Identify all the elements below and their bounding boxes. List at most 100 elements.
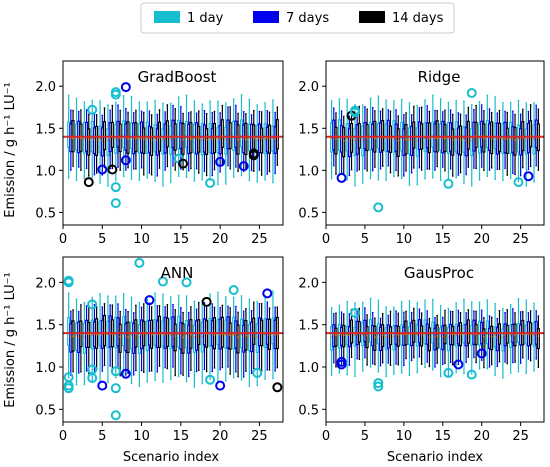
box: [427, 122, 431, 154]
box-1-day-25: [516, 99, 520, 183]
outlier-point: [272, 382, 283, 393]
box-7-days-23: [242, 111, 246, 173]
box-14-days-3: [87, 113, 91, 177]
box-14-days-11: [412, 307, 416, 359]
box: [412, 121, 416, 149]
box: [275, 119, 279, 150]
box: [529, 120, 533, 148]
box: [388, 326, 393, 346]
box: [220, 119, 224, 148]
box-14-days-18: [466, 106, 470, 168]
outlier-point: [443, 367, 454, 378]
box: [150, 127, 154, 157]
plot-frame: [62, 256, 284, 423]
y-tick-label: 2.0: [35, 80, 56, 95]
y-tick-label: 2.0: [298, 276, 319, 291]
box: [396, 128, 400, 157]
panel-title: ANN: [161, 264, 194, 282]
box-14-days-16: [451, 113, 455, 177]
box-1-day-24: [509, 101, 513, 179]
box: [236, 324, 240, 354]
box-14-days-9: [396, 115, 400, 177]
box: [412, 319, 416, 343]
outlier-point: [513, 177, 524, 188]
outlier-point: [466, 87, 477, 98]
y-tick-label: 1.5: [298, 319, 319, 334]
x-tick-label: 0: [59, 232, 67, 247]
box-14-days-19: [474, 310, 478, 364]
y-tick-label: 0.5: [35, 206, 56, 221]
box-14-days-1: [71, 309, 75, 373]
box-1-day-5: [361, 301, 365, 372]
panel-ann: 0 5 10 15 20 25 0.5 1.0 1.5 2.0 ANN: [35, 256, 284, 444]
outlier-point: [523, 171, 534, 182]
legend-swatch: [253, 11, 279, 23]
outlier-point: [336, 172, 347, 183]
box-7-days-1: [332, 313, 336, 364]
box-14-days-10: [404, 112, 408, 172]
box: [427, 327, 431, 352]
y-tick-label: 1.0: [35, 361, 56, 376]
outlier-point: [97, 380, 108, 391]
box-1-day-27: [532, 102, 536, 183]
x-tick-label: 10: [133, 232, 150, 247]
outlier-point: [373, 202, 384, 213]
box-1-day-4: [353, 302, 357, 377]
x-tick-label: 0: [322, 429, 330, 444]
outlier-point: [215, 380, 226, 391]
outlier-point: [453, 359, 464, 370]
outlier-point: [110, 87, 121, 98]
box-7-days-9: [132, 312, 136, 376]
outlier-point: [110, 182, 121, 193]
x-tick-label: 25: [251, 232, 268, 247]
outlier-point: [373, 381, 384, 392]
outlier-point: [349, 105, 360, 116]
panel-gausproc: 0 5 10 15 20 25 0.5 1.0 1.5 2.0 GausProc: [298, 256, 545, 444]
outlier-point: [205, 177, 216, 188]
x-tick-label: 5: [98, 429, 106, 444]
box-14-days-15: [443, 109, 447, 172]
outlier-point: [157, 276, 168, 287]
box: [102, 314, 107, 347]
outlier-point: [110, 410, 121, 421]
box-14-days-21: [490, 111, 494, 169]
outlier-point: [178, 158, 189, 169]
x-tick-label: 10: [396, 232, 413, 247]
box: [342, 127, 346, 158]
y-tick-label: 1.0: [35, 164, 56, 179]
outlier-point: [349, 307, 360, 318]
box-1-day-14: [169, 102, 173, 184]
box: [350, 122, 354, 153]
outlier-point: [252, 367, 263, 378]
box: [420, 325, 424, 347]
outlier-point: [205, 374, 216, 385]
box-14-days-21: [490, 316, 494, 366]
box-7-days-27: [273, 111, 277, 175]
plot-frame: [325, 256, 545, 423]
x-tick-label: 20: [212, 232, 229, 247]
box-14-days-15: [443, 309, 447, 364]
box-14-days-2: [342, 115, 346, 176]
box-14-days-22: [236, 311, 240, 378]
panel-ridge: 0 5 10 15 20 25 0.5 1.0 1.5 2.0 Ridge: [298, 60, 545, 247]
box: [334, 327, 338, 347]
box-1-day-1: [330, 307, 334, 376]
box-14-days-13: [427, 317, 431, 368]
box: [365, 326, 369, 349]
outlier-point: [201, 296, 212, 307]
legend-frame: [140, 2, 455, 34]
y-axis-label-bottom: Emission / g h⁻¹ LU⁻¹: [3, 272, 18, 408]
box-7-days-10: [402, 114, 406, 177]
box-14-days-24: [513, 113, 517, 176]
box: [451, 325, 455, 346]
outlier-point: [107, 164, 118, 175]
x-tick-label: 25: [512, 429, 529, 444]
y-tick-label: 0.5: [298, 403, 319, 418]
box-1-day-6: [369, 297, 373, 368]
y-tick-label: 0.5: [298, 206, 319, 221]
box-14-days-10: [404, 310, 408, 360]
box-1-day-10: [137, 101, 141, 181]
box-14-days-14: [435, 314, 439, 364]
legend: 1 day 7 days 14 days: [140, 2, 455, 34]
box: [350, 319, 354, 344]
